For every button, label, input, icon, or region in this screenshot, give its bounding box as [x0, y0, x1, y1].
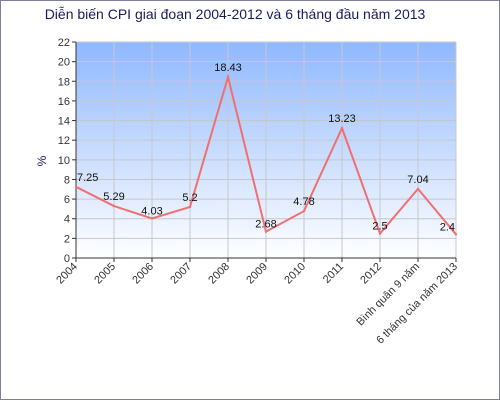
data-point [264, 230, 268, 233]
y-axis-label: % [35, 155, 49, 166]
data-label: 7.25 [77, 172, 98, 184]
data-point [340, 126, 344, 130]
x-tick-label: 2008 [206, 261, 232, 287]
data-label: 4.78 [293, 196, 314, 208]
data-label: 2.5 [372, 220, 387, 232]
x-tick-label: 2009 [244, 261, 270, 287]
data-point [416, 187, 420, 191]
data-point [188, 205, 192, 209]
data-point [112, 204, 116, 208]
data-point [378, 232, 382, 235]
data-point [74, 185, 78, 189]
data-point [454, 233, 458, 236]
data-label: 7.04 [407, 174, 428, 186]
x-tick-label: 2005 [92, 261, 118, 287]
y-tick-label: 10 [58, 155, 70, 167]
x-tick-label: 2010 [282, 261, 308, 287]
y-tick-label: 0 [64, 253, 70, 265]
data-labels: 7.25 5.29 4.03 5.2 18.43 2.68 4.78 13.23 2.5 7.04… [77, 62, 455, 233]
chart-title: Diễn biến CPI giai đoạn 2004-2012 và 6 t… [45, 6, 426, 22]
data-point [226, 75, 230, 79]
series-layer [74, 73, 458, 236]
x-tick-label: 2012 [358, 261, 384, 287]
y-tick-label: 14 [58, 116, 70, 128]
y-tick-label: 12 [58, 135, 70, 147]
x-tick-label: 2006 [130, 261, 156, 287]
y-tick-label: 2 [64, 233, 70, 245]
data-label: 5.2 [182, 192, 197, 204]
y-tick-label: 8 [64, 174, 70, 186]
y-tick-label: 20 [58, 57, 70, 69]
data-label: 4.03 [141, 205, 162, 217]
data-label: 2.4 [440, 221, 455, 233]
data-point [302, 209, 306, 213]
y-tick-label: 22 [58, 37, 70, 49]
data-label: 18.43 [214, 62, 242, 74]
data-point [150, 217, 154, 220]
y-tick-label: 16 [58, 96, 70, 108]
x-tick-label: 2011 [321, 261, 346, 286]
x-tick-label: 2004 [54, 261, 80, 287]
y-tick-label: 4 [64, 214, 70, 226]
data-label: 13.23 [328, 113, 356, 125]
y-tick-label: 6 [64, 194, 70, 206]
data-label: 2.68 [255, 219, 276, 231]
y-tick-label: 18 [58, 76, 70, 88]
data-label: 5.29 [103, 191, 124, 203]
x-tick-label: 2007 [168, 261, 194, 287]
